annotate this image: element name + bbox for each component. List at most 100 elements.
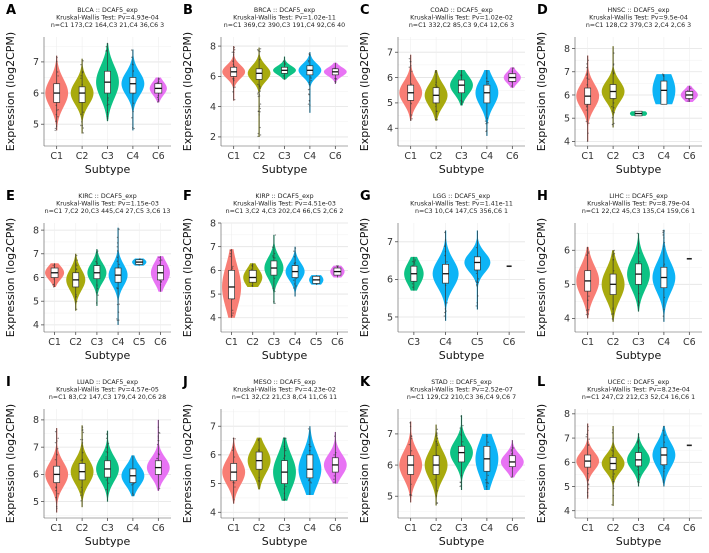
panel-test: Kruskal-Wallis Test: Pv=1.41e-11 bbox=[410, 201, 513, 208]
sample-point bbox=[307, 59, 310, 62]
y-tick-label: 4 bbox=[564, 506, 570, 517]
box-C4 bbox=[483, 84, 491, 104]
panel-counts: n=C1 128,C2 379,C3 2,C4 2,C6 3 bbox=[586, 22, 691, 29]
sample-point bbox=[308, 479, 310, 481]
sample-point bbox=[285, 485, 287, 488]
sample-point bbox=[475, 280, 477, 282]
x-tick-label: C3 bbox=[408, 337, 421, 348]
sample-point bbox=[475, 281, 478, 284]
y-tick-label: 6 bbox=[33, 88, 39, 99]
sample-point bbox=[57, 116, 59, 118]
sample-point bbox=[295, 285, 298, 287]
sample-point bbox=[231, 309, 234, 311]
sample-point bbox=[293, 250, 295, 252]
panel-test: Kruskal-Wallis Test: Pv=1.02e-11 bbox=[233, 15, 336, 22]
sample-point bbox=[118, 319, 120, 321]
panel-title: STAD :: DCAF5_exp bbox=[431, 379, 492, 386]
sample-point bbox=[131, 484, 133, 486]
sample-point bbox=[637, 481, 639, 483]
y-tick-label: 8 bbox=[210, 218, 216, 229]
sample-point bbox=[333, 478, 335, 481]
x-tick-label: C5 bbox=[133, 337, 146, 348]
sample-point bbox=[611, 504, 613, 506]
x-tick-label: C6 bbox=[331, 337, 344, 348]
sample-point bbox=[259, 85, 261, 88]
sample-point bbox=[662, 74, 664, 76]
x-tick-label: C4 bbox=[304, 523, 317, 534]
panel-title: KIRP :: DCAF5_exp bbox=[255, 193, 313, 200]
sample-point bbox=[310, 79, 312, 82]
sample-point bbox=[446, 302, 448, 304]
sample-point bbox=[80, 124, 82, 127]
sample-point bbox=[293, 256, 295, 258]
sample-point bbox=[436, 428, 439, 431]
sample-point bbox=[259, 103, 262, 105]
y-tick-label: 4 bbox=[210, 508, 216, 519]
panel-test: Kruskal-Wallis Test: Pv=4.23e-02 bbox=[233, 387, 336, 394]
x-tick-label: C1 bbox=[48, 337, 61, 348]
sample-point bbox=[308, 81, 310, 83]
y-tick-label: 6 bbox=[33, 470, 39, 481]
x-tick-label: C3 bbox=[91, 337, 104, 348]
sample-point bbox=[487, 82, 489, 85]
y-tick-label: 5 bbox=[387, 312, 393, 323]
sample-point bbox=[436, 444, 439, 447]
sample-point bbox=[80, 63, 82, 66]
y-tick-label: 5 bbox=[210, 289, 216, 300]
sample-point bbox=[80, 75, 82, 77]
sample-point bbox=[410, 494, 413, 496]
x-tick-label: C1 bbox=[404, 523, 417, 534]
panel-letter: L bbox=[537, 375, 545, 390]
y-tick-label: 6 bbox=[387, 73, 393, 84]
sample-point bbox=[97, 250, 99, 252]
panel-counts: n=C1 369,C2 390,C3 191,C4 92,C6 40 bbox=[224, 22, 345, 29]
x-tick-label: C6 bbox=[329, 151, 342, 162]
sample-point bbox=[105, 50, 107, 52]
x-tick-label: C1 bbox=[50, 151, 63, 162]
sample-point bbox=[412, 286, 414, 288]
sample-point bbox=[131, 117, 133, 119]
sample-point bbox=[308, 443, 310, 446]
y-tick-label: 5 bbox=[33, 296, 39, 307]
x-tick-label: C6 bbox=[152, 151, 165, 162]
panel-title: BRCA :: DCAF5_exp bbox=[254, 7, 315, 14]
x-tick-label: C6 bbox=[506, 151, 519, 162]
x-tick-label: C1 bbox=[50, 523, 63, 534]
x-tick-label: C3 bbox=[268, 337, 281, 348]
sample-point bbox=[80, 494, 82, 497]
sample-point bbox=[436, 432, 438, 434]
y-tick-label: 4 bbox=[33, 320, 39, 331]
sample-point bbox=[410, 114, 413, 116]
x-tick-label: C6 bbox=[683, 151, 696, 162]
sample-point bbox=[234, 86, 236, 88]
sample-point bbox=[257, 83, 259, 86]
x-tick-label: C5 bbox=[310, 337, 323, 348]
sample-point bbox=[53, 286, 55, 288]
y-tick-label: 4 bbox=[210, 102, 216, 113]
y-axis-title: Expression (log2CPM) bbox=[4, 32, 17, 151]
sample-point bbox=[259, 126, 261, 129]
sample-point bbox=[284, 498, 287, 500]
sample-point bbox=[257, 91, 259, 94]
sample-point bbox=[54, 441, 57, 444]
sample-point bbox=[444, 311, 446, 314]
box-C2 bbox=[78, 86, 86, 103]
sample-point bbox=[274, 234, 277, 236]
sample-point bbox=[611, 313, 613, 315]
x-tick-label: C3 bbox=[632, 337, 645, 348]
x-tick-label: C1 bbox=[581, 151, 594, 162]
sample-point bbox=[307, 428, 310, 430]
panel-letter: B bbox=[183, 3, 193, 18]
sample-point bbox=[587, 444, 590, 446]
sample-point bbox=[585, 74, 588, 76]
x-tick-label: C1 bbox=[227, 523, 240, 534]
sample-point bbox=[54, 129, 56, 132]
sample-point bbox=[80, 459, 82, 462]
sample-point bbox=[436, 434, 438, 436]
x-tick-label: C6 bbox=[152, 523, 165, 534]
x-tick-label: C5 bbox=[471, 337, 484, 348]
x-tick-label: C3 bbox=[632, 151, 645, 162]
box-C2 bbox=[248, 270, 257, 283]
